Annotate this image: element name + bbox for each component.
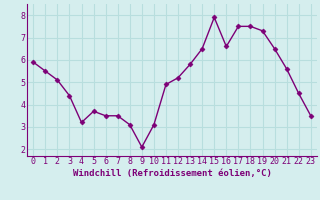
X-axis label: Windchill (Refroidissement éolien,°C): Windchill (Refroidissement éolien,°C) — [73, 169, 271, 178]
